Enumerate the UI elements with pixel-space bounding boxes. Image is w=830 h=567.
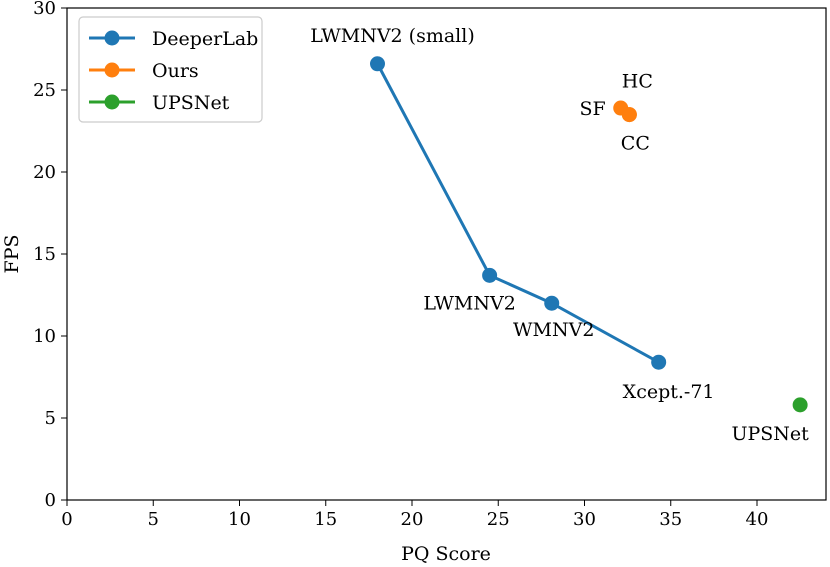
x-tick-label: 15 [314,509,337,530]
point-label: LWMNV2 [423,292,515,314]
y-tick-label: 0 [45,490,56,511]
series-points [370,56,808,413]
data-point-deeperlab [651,354,667,370]
x-tick-label: 40 [746,509,769,530]
y-tick-label: 15 [33,244,56,265]
point-label: Xcept.-71 [623,381,715,403]
legend-entry: Ours [152,60,199,82]
x-axis-ticks: 0 5 10 15 20 25 30 35 40 [61,500,768,530]
y-tick-label: 10 [33,326,56,347]
data-point-deeperlab [482,267,498,283]
legend-marker-deeperlab [104,30,120,46]
legend-entry: UPSNet [152,92,230,114]
data-point-deeperlab [370,56,385,72]
x-tick-label: 30 [573,509,596,530]
x-tick-label: 0 [61,509,72,530]
point-label: UPSNet [731,423,809,445]
point-label: LWMNV2 (small) [310,25,475,47]
data-point-upsnet [792,397,808,413]
legend-marker-ours [104,62,120,78]
y-tick-label: 25 [33,80,56,101]
y-tick-label: 30 [33,0,56,19]
point-labels: LWMNV2 (small) LWMNV2 WMNV2 Xcept.-71 SF HC CC… [310,25,809,445]
legend-marker-upsnet [104,94,120,110]
y-tick-label: 20 [33,162,56,183]
legend-entry: DeeperLab [152,28,258,50]
x-tick-label: 35 [659,509,682,530]
legend: DeeperLab Ours UPSNet [78,16,263,123]
point-label: HC [622,71,653,93]
series-line-deeperlab [376,63,660,364]
x-tick-label: 10 [228,509,251,530]
series-lines [376,63,660,364]
point-label: WMNV2 [513,319,594,341]
y-axis-ticks: 0 5 10 15 20 25 30 [33,0,67,511]
x-tick-label: 20 [401,509,424,530]
point-label: SF [580,98,606,120]
y-axis-label: FPS [1,235,23,274]
point-label: CC [621,133,650,155]
x-tick-label: 5 [148,509,159,530]
y-tick-label: 5 [45,408,56,429]
data-point-deeperlab [544,295,560,311]
x-tick-label: 25 [487,509,510,530]
legend-box [78,16,263,123]
data-point-ours [621,107,637,123]
x-axis-label: PQ Score [401,543,491,565]
